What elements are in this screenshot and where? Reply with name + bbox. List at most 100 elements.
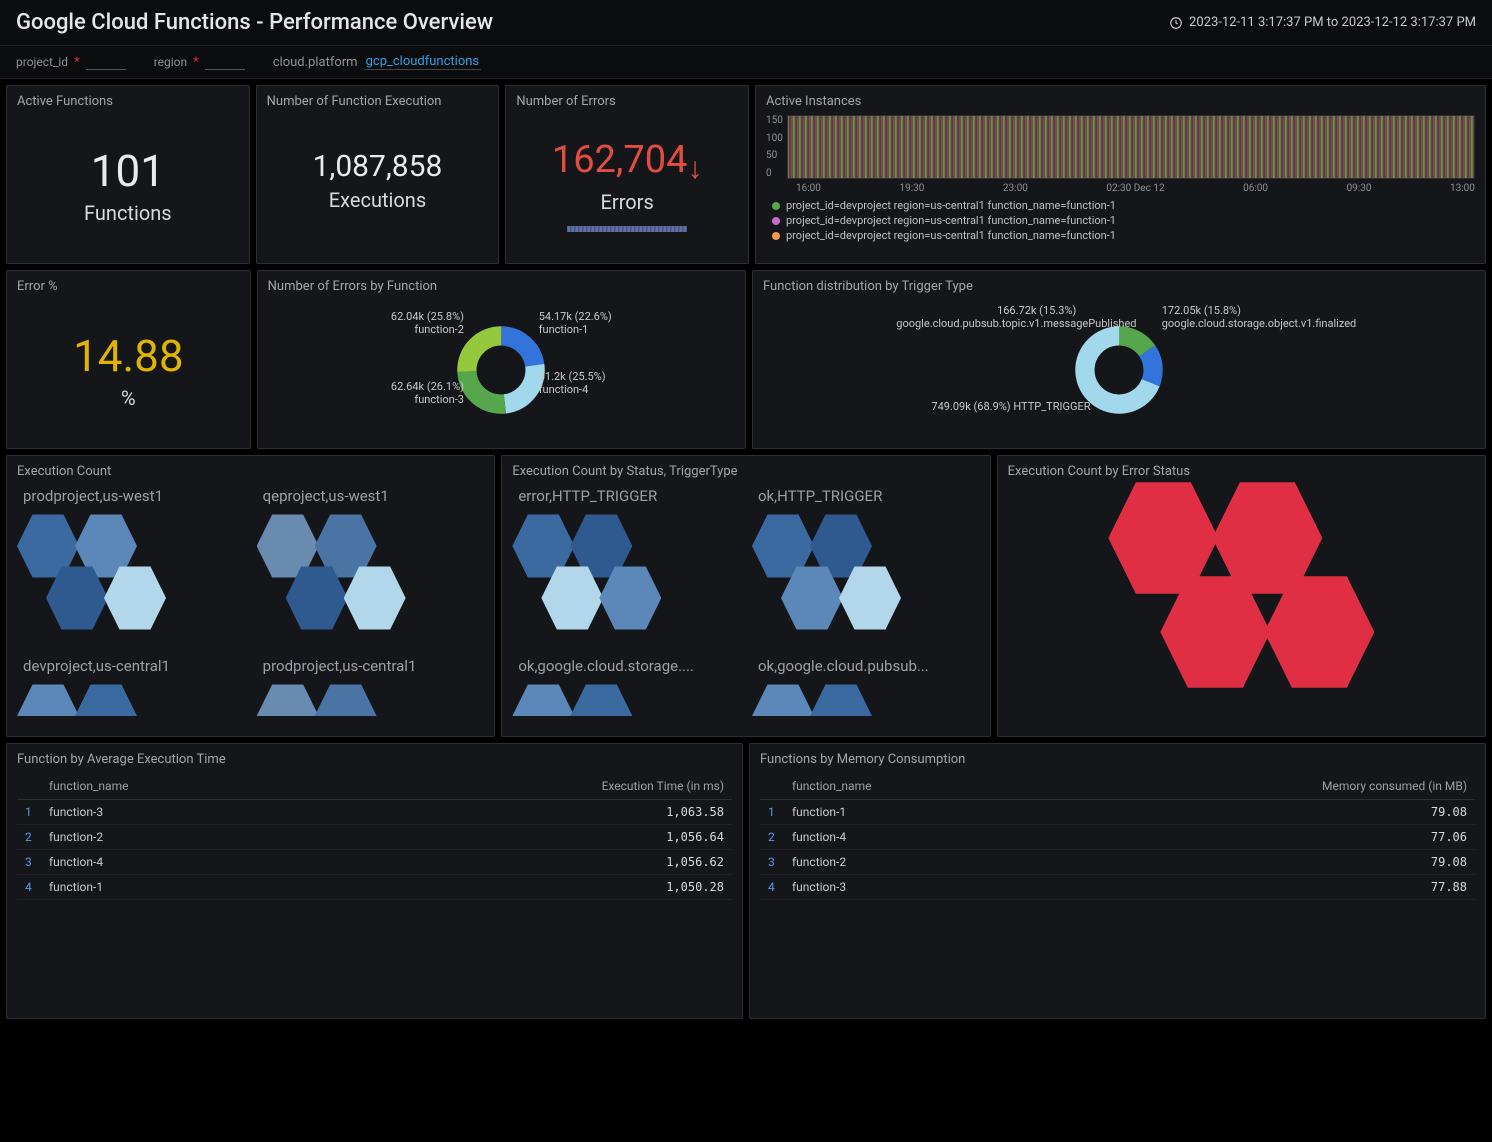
- panel-title: Active Functions: [17, 94, 239, 109]
- chart-canvas: [787, 115, 1475, 179]
- row-index: 3: [760, 850, 784, 875]
- stat-unit: Errors: [601, 190, 654, 214]
- donut-slice-label: 172.05k (15.8%)google.cloud.storage.obje…: [1162, 304, 1342, 330]
- donut-slice-label: 166.72k (15.3%)google.cloud.pubsub.topic…: [896, 304, 1076, 330]
- table-col-val[interactable]: Memory consumed (in MB): [1041, 773, 1475, 800]
- panel-active-functions[interactable]: Active Functions 101 Functions: [6, 85, 250, 264]
- data-table: function_name Execution Time (in ms) 1 f…: [17, 773, 732, 900]
- sparkline: [567, 226, 687, 232]
- row-val: 1,050.28: [323, 875, 732, 900]
- table-col-val[interactable]: Execution Time (in ms): [323, 773, 732, 800]
- stat-unit: Functions: [84, 201, 172, 225]
- legend-item[interactable]: project_id=devproject region=us-central1…: [772, 198, 1475, 213]
- panel-title: Function distribution by Trigger Type: [763, 279, 1475, 294]
- filter-label-region: region: [154, 55, 187, 69]
- row-index: 2: [760, 825, 784, 850]
- row-index: 4: [17, 875, 41, 900]
- panel-exec-count[interactable]: Execution Count prodproject,us-west1 qep…: [6, 455, 495, 737]
- clock-icon: [1169, 16, 1183, 30]
- time-range-picker[interactable]: 2023-12-11 3:17:37 PM to 2023-12-12 3:17…: [1169, 15, 1476, 30]
- panel-title: Active Instances: [766, 94, 1475, 109]
- row-fn: function-2: [784, 850, 1041, 875]
- legend-item[interactable]: project_id=devproject region=us-central1…: [772, 213, 1475, 228]
- table-col-idx[interactable]: [17, 773, 41, 800]
- filter-input-projectid[interactable]: [86, 54, 126, 70]
- stat-value: 101: [91, 145, 165, 197]
- row-fn: function-3: [41, 800, 323, 825]
- hex-group-title: prodproject,us-central1: [263, 657, 485, 675]
- filter-input-region[interactable]: [205, 54, 245, 70]
- hex-grid: error,HTTP_TRIGGER ok,HTTP_TRIGGER ok,go…: [512, 485, 979, 728]
- page-title: Google Cloud Functions - Performance Ove…: [16, 10, 493, 35]
- table-row[interactable]: 2 function-4 77.06: [760, 825, 1475, 850]
- chart-legend: project_id=devproject region=us-central1…: [772, 198, 1475, 243]
- stat-value: 14.88: [73, 330, 184, 382]
- donut-slice-label: 62.04k (25.8%)function-2: [391, 310, 464, 336]
- donut-labels: 54.17k (22.6%)function-1 61.2k (25.5%)fun…: [268, 300, 735, 440]
- table-row[interactable]: 3 function-4 1,056.62: [17, 850, 732, 875]
- donut-slice-label: 54.17k (22.6%)function-1: [539, 310, 612, 336]
- trend-down-icon: ↓: [687, 151, 702, 186]
- panel-exec-by-status[interactable]: Execution Count by Status, TriggerType e…: [501, 455, 990, 737]
- filter-required-star: *: [74, 55, 80, 70]
- donut-slice-label: 61.2k (25.5%)function-4: [539, 370, 606, 396]
- legend-item[interactable]: project_id=devproject region=us-central1…: [772, 228, 1475, 243]
- table-row[interactable]: 1 function-1 79.08: [760, 800, 1475, 825]
- table-col-fn[interactable]: function_name: [41, 773, 323, 800]
- table-row[interactable]: 4 function-1 1,050.28: [17, 875, 732, 900]
- dashboard-header: Google Cloud Functions - Performance Ove…: [0, 0, 1492, 45]
- hex-grid: prodproject,us-west1 qeproject,us-west1 …: [17, 485, 484, 728]
- panel-title: Function by Average Execution Time: [17, 752, 732, 767]
- stat-unit: %: [121, 386, 136, 410]
- panel-memory-consumption[interactable]: Functions by Memory Consumption function…: [749, 743, 1486, 1019]
- panel-exec-by-error-status[interactable]: Execution Count by Error Status: [997, 455, 1486, 737]
- panel-active-instances[interactable]: Active Instances 150100500 16:0019:3023:…: [755, 85, 1486, 264]
- filter-value-platform[interactable]: gcp_cloudfunctions: [364, 54, 482, 70]
- row-index: 3: [17, 850, 41, 875]
- table-row[interactable]: 3 function-2 79.08: [760, 850, 1475, 875]
- row-val: 77.06: [1041, 825, 1475, 850]
- donut-slice-label: 749.09k (68.9%) HTTP_TRIGGER: [931, 400, 1090, 413]
- panel-title: Number of Errors by Function: [268, 279, 735, 294]
- row-val: 79.08: [1041, 800, 1475, 825]
- filter-label-platform: cloud.platform: [273, 55, 358, 70]
- table-col-idx[interactable]: [760, 773, 784, 800]
- hex-group-title: ok,HTTP_TRIGGER: [758, 487, 980, 505]
- panel-errors-by-function[interactable]: Number of Errors by Function 54.17k (22.…: [257, 270, 746, 449]
- row-fn: function-4: [41, 850, 323, 875]
- panel-title: Functions by Memory Consumption: [760, 752, 1475, 767]
- row-fn: function-3: [784, 875, 1041, 900]
- hex-group-title: devproject,us-central1: [23, 657, 245, 675]
- row-index: 1: [17, 800, 41, 825]
- panel-title: Error %: [17, 279, 240, 294]
- table-row[interactable]: 2 function-2 1,056.64: [17, 825, 732, 850]
- chart-yaxis: 150100500: [766, 115, 787, 179]
- table-row[interactable]: 1 function-3 1,063.58: [17, 800, 732, 825]
- panel-avg-exec-time[interactable]: Function by Average Execution Time funct…: [6, 743, 743, 1019]
- filter-required-star: *: [193, 55, 199, 70]
- stat-unit: Executions: [329, 188, 426, 212]
- panel-error-pct[interactable]: Error % 14.88 %: [6, 270, 251, 449]
- row-fn: function-1: [784, 800, 1041, 825]
- table-col-fn[interactable]: function_name: [784, 773, 1041, 800]
- hex-grid: [1008, 485, 1475, 685]
- table-row[interactable]: 4 function-3 77.88: [760, 875, 1475, 900]
- data-table: function_name Memory consumed (in MB) 1 …: [760, 773, 1475, 900]
- hex-group-title: ok,google.cloud.storage....: [518, 657, 740, 675]
- hex-group-title: error,HTTP_TRIGGER: [518, 487, 740, 505]
- row-index: 2: [17, 825, 41, 850]
- row-index: 1: [760, 800, 784, 825]
- panel-errors[interactable]: Number of Errors 162,704↓ Errors: [505, 85, 749, 264]
- panel-trigger-distribution[interactable]: Function distribution by Trigger Type 16…: [752, 270, 1486, 449]
- panel-executions[interactable]: Number of Function Execution 1,087,858 E…: [256, 85, 500, 264]
- hex-group-title: ok,google.cloud.pubsub...: [758, 657, 980, 675]
- stat-value: 162,704: [552, 138, 688, 182]
- panel-title: Number of Function Execution: [267, 94, 489, 109]
- row-fn: function-1: [41, 875, 323, 900]
- panel-title: Execution Count by Status, TriggerType: [512, 464, 979, 479]
- time-range-text: 2023-12-11 3:17:37 PM to 2023-12-12 3:17…: [1189, 15, 1476, 30]
- filter-label-projectid: project_id: [16, 55, 68, 69]
- row-val: 79.08: [1041, 850, 1475, 875]
- panel-title: Execution Count: [17, 464, 484, 479]
- row-fn: function-2: [41, 825, 323, 850]
